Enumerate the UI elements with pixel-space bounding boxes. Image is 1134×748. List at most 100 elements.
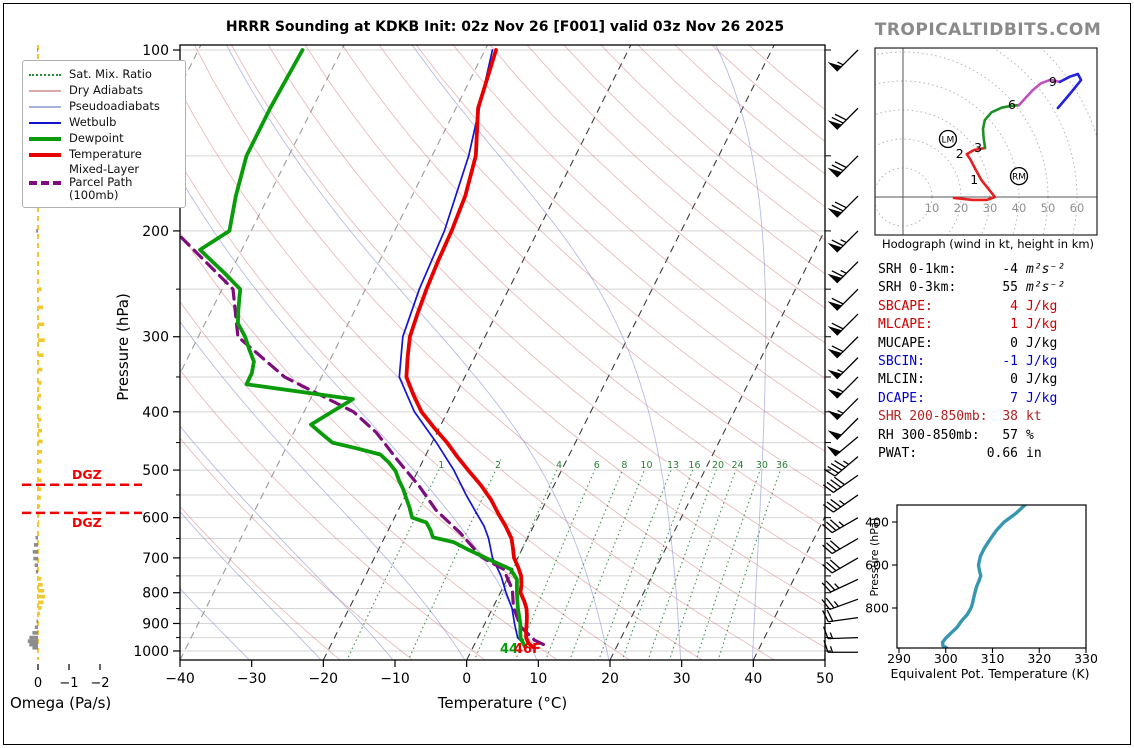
pressure-tick-label: 100 bbox=[142, 43, 169, 59]
omega-bar bbox=[38, 459, 42, 464]
wind-barb bbox=[827, 230, 859, 253]
omega-bar bbox=[32, 550, 38, 554]
mixing-ratio-line bbox=[545, 459, 628, 660]
sounding-curves bbox=[180, 48, 551, 649]
stat-row-pwat: PWAT: 0.66 in bbox=[878, 446, 1110, 464]
mixing-ratio-line bbox=[695, 459, 765, 660]
stat-row-mlcape: MLCAPE: 1 J/kg bbox=[878, 317, 1110, 335]
hodograph-height-label: 3 bbox=[974, 140, 982, 155]
wind-barb bbox=[822, 494, 859, 513]
omega-bar bbox=[38, 305, 43, 310]
stat-label: SRH 0-3km: bbox=[878, 280, 957, 296]
stat-label: DCAPE: bbox=[878, 390, 925, 406]
wind-barb bbox=[821, 578, 859, 593]
wind-barb bbox=[827, 417, 859, 440]
mixing-ratio-value: 16 bbox=[688, 460, 700, 471]
omega-bar bbox=[38, 594, 46, 599]
temperature-tick-label: 0 bbox=[462, 671, 471, 687]
legend-item-label: Dewpoint bbox=[69, 131, 124, 145]
dry-adiabat-line bbox=[180, 89, 776, 660]
mixing-ratio-value: 10 bbox=[640, 460, 652, 471]
temperature-tick-label: 30 bbox=[673, 671, 691, 687]
mixing-ratio-line bbox=[717, 459, 785, 660]
stat-value: 1 bbox=[1010, 317, 1018, 333]
thetae-frame bbox=[896, 504, 1087, 649]
dry-adiabat-line bbox=[180, 161, 704, 660]
dry-adiabat-line bbox=[231, 45, 825, 607]
stat-unit: m²s⁻² bbox=[1026, 280, 1066, 296]
pressure-tick-label: 300 bbox=[142, 330, 169, 346]
pressure-tick-label: 1000 bbox=[133, 644, 169, 660]
hodograph-trace-0-3km bbox=[952, 146, 997, 202]
omega-bar bbox=[38, 449, 43, 454]
omega-bar bbox=[32, 646, 38, 650]
thetae-x-tick-label: 320 bbox=[1027, 651, 1051, 666]
stat-row-shear: SHR 200-850mb: 38 kt bbox=[878, 409, 1110, 427]
mixing-ratio-line bbox=[668, 459, 741, 660]
pressure-tick-label: 900 bbox=[142, 616, 169, 632]
stat-label: SBCIN: bbox=[878, 353, 925, 369]
stat-value: 38 bbox=[1002, 409, 1018, 425]
mixing-ratio-value: 2 bbox=[495, 460, 501, 471]
stat-unit: in bbox=[1026, 445, 1042, 461]
omega-bar bbox=[38, 417, 42, 422]
mixing-ratio-value: 4 bbox=[556, 460, 562, 471]
pressure-axis-label: Pressure (hPa) bbox=[114, 293, 132, 401]
dry-adiabat-line bbox=[415, 45, 825, 416]
stat-value: 55 bbox=[1002, 280, 1018, 296]
mixing-ratio-line bbox=[346, 459, 445, 660]
pressure-tick-label: 400 bbox=[142, 405, 169, 421]
thetae-x-tick-label: 330 bbox=[1074, 651, 1098, 666]
pressure-tick-label: 600 bbox=[142, 511, 169, 527]
stat-unit: J/kg bbox=[1026, 298, 1058, 314]
omega-bar bbox=[37, 48, 39, 52]
stat-label: MLCIN: bbox=[878, 372, 925, 388]
legend-item-label: Temperature bbox=[69, 147, 142, 161]
thetae-y-tick-label: 400 bbox=[865, 515, 889, 530]
surface-temperature-label: 46F bbox=[514, 642, 541, 657]
legend-line-sample bbox=[29, 105, 61, 108]
chart-title: HRRR Sounding at KDKB Init: 02z Nov 26 [… bbox=[225, 19, 785, 35]
hodograph-height-label: 9 bbox=[1049, 74, 1057, 89]
legend-line-sample bbox=[29, 73, 61, 76]
temperature-tick-label: −40 bbox=[165, 671, 195, 687]
omega-bar bbox=[38, 588, 45, 593]
legend-item-label: Dry Adiabats bbox=[69, 83, 144, 97]
legend-line-sample bbox=[29, 89, 61, 92]
omega-bar bbox=[29, 642, 38, 647]
pressure-tick-label: 200 bbox=[142, 224, 169, 240]
parcel-path-curve bbox=[180, 235, 551, 649]
legend-item: Dewpoint bbox=[29, 131, 179, 146]
isotherm-dashed-line bbox=[180, 45, 488, 660]
thetae-pressure-label: Pressure (hPa) bbox=[868, 517, 881, 597]
wind-barb bbox=[822, 626, 859, 640]
omega-bar bbox=[38, 322, 45, 327]
stat-label: MUCAPE: bbox=[878, 335, 933, 351]
wind-barb bbox=[827, 288, 859, 311]
thetae-x-tick-label: 300 bbox=[934, 651, 958, 666]
temperature-tick-label: −20 bbox=[309, 671, 339, 687]
omega-bar bbox=[38, 487, 42, 491]
wind-barb bbox=[823, 640, 858, 653]
mixing-ratio-value: 8 bbox=[621, 460, 627, 471]
pseudoadiabat-line bbox=[180, 588, 251, 660]
legend-line-sample bbox=[29, 180, 61, 185]
stat-row-srh3: SRH 0-3km: 55 m²s⁻² bbox=[878, 280, 1110, 298]
stat-label: RH 300-850mb: bbox=[878, 427, 980, 443]
brand-watermark: TROPICALTIDBITS.COM bbox=[874, 20, 1102, 40]
isotherm-dashed-line bbox=[322, 45, 632, 660]
stat-value: -1 bbox=[1002, 353, 1018, 369]
temperature-tick-label: −30 bbox=[237, 671, 267, 687]
omega-bar bbox=[33, 543, 38, 547]
mixing-ratio-value: 30 bbox=[756, 460, 768, 471]
stat-value: 4 bbox=[1010, 298, 1018, 314]
stat-label: SHR 200-850mb: bbox=[878, 409, 988, 425]
isotherm-dashed-line bbox=[752, 515, 825, 660]
stat-unit: J/kg bbox=[1026, 372, 1058, 388]
omega-bar bbox=[38, 428, 43, 433]
omega-bar bbox=[38, 381, 42, 385]
stat-row-sbcin: SBCIN: -1 J/kg bbox=[878, 354, 1110, 372]
stat-value: 0 bbox=[1010, 372, 1018, 388]
omega-bar bbox=[38, 469, 42, 473]
